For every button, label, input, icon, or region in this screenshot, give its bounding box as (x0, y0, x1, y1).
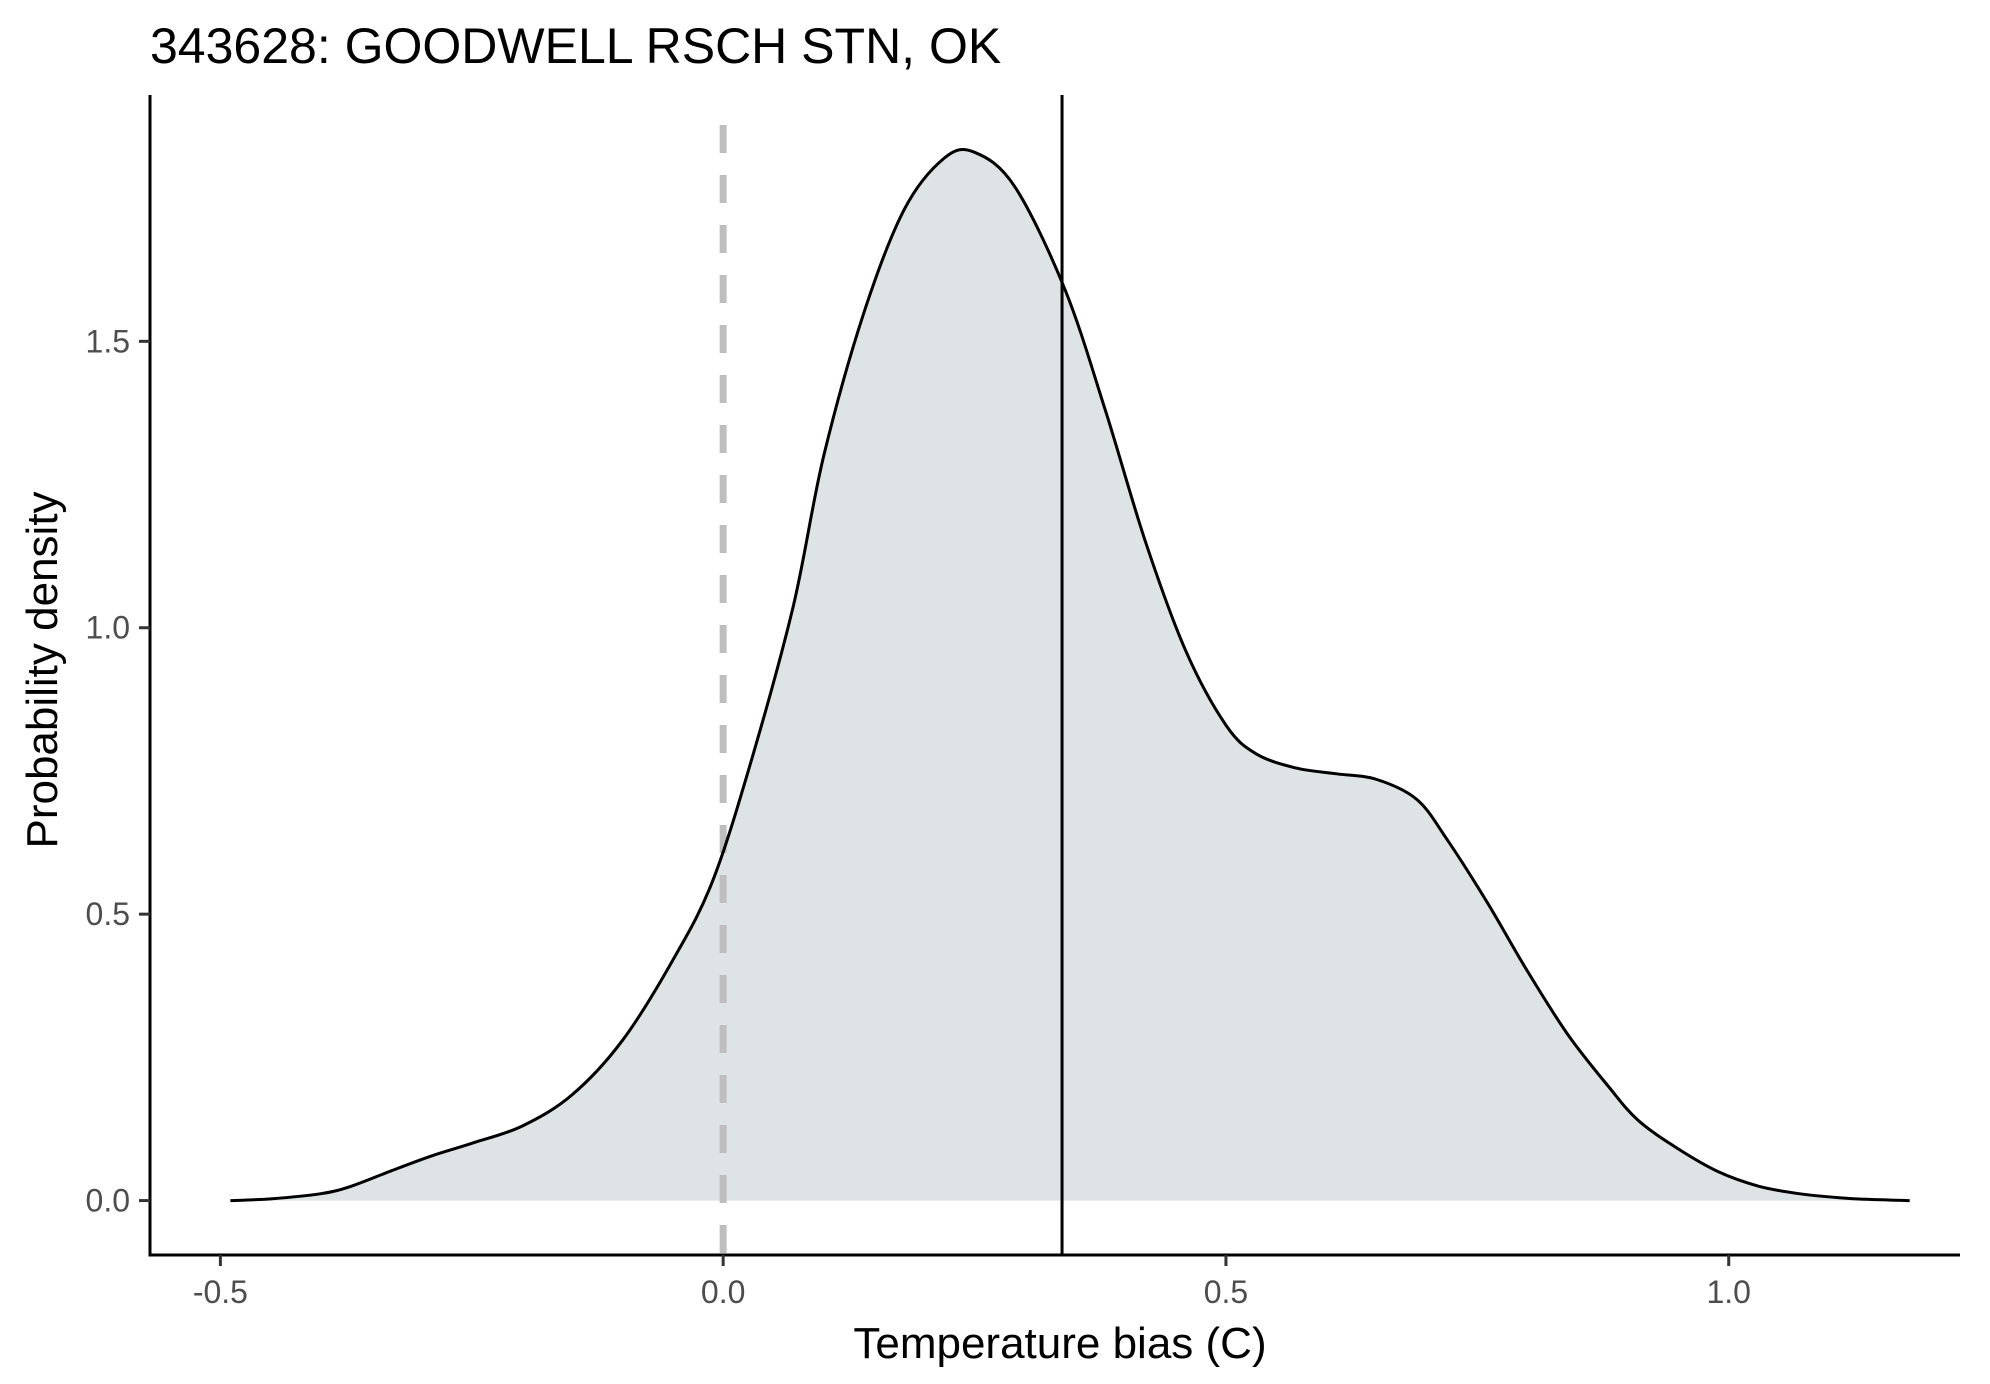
density-curve (230, 147, 1910, 1203)
y-tick-label: 1.0 (86, 610, 130, 646)
y-tick-label: 0.5 (86, 896, 130, 932)
x-tick-label: 0.0 (701, 1274, 745, 1310)
x-tick-label: 0.5 (1204, 1274, 1248, 1310)
y-tick-label: 1.5 (86, 323, 130, 359)
y-tick-label: 0.0 (86, 1183, 130, 1219)
x-axis-ticks: -0.5 0.0 0.5 1.0 (193, 1255, 1751, 1310)
y-axis-label: Probability density (18, 491, 67, 848)
x-tick-label: 1.0 (1706, 1274, 1750, 1310)
chart-title: 343628: GOODWELL RSCH STN, OK (150, 18, 1001, 74)
density-fill-area (230, 149, 1910, 1201)
x-tick-label: -0.5 (193, 1274, 248, 1310)
x-axis-label: Temperature bias (C) (853, 1319, 1266, 1368)
plot-area (230, 95, 1910, 1255)
y-axis-ticks: 0.0 0.5 1.0 1.5 (86, 323, 150, 1219)
